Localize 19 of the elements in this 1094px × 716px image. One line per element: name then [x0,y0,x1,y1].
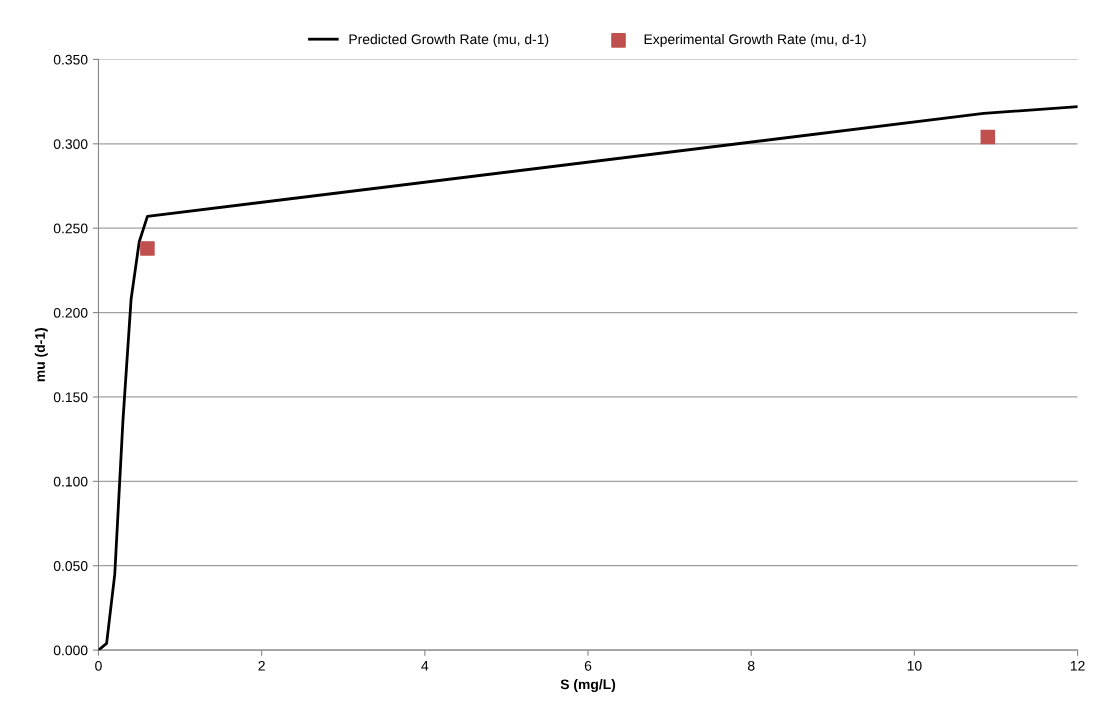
y-tick-label: 0.000 [53,645,88,656]
y-tick-label: 0.350 [53,54,88,65]
x-axis-title: S (mg/L) [560,679,616,693]
y-tick-label: 0.200 [53,307,88,318]
y-tick-label: 0.100 [53,476,88,487]
x-tick-label: 8 [747,660,755,671]
x-tick-label: 2 [258,660,265,671]
y-axis-title: mu (d-1) [34,328,48,382]
x-tick-label: 10 [907,660,922,671]
y-tick-label: 0.050 [53,561,88,571]
y-tick-label: 0.300 [53,139,88,149]
y-tick-label: 0.150 [53,392,88,403]
x-tick-label: 12 [1070,660,1085,671]
x-tick-label: 0 [95,660,102,671]
x-tick-label: 4 [421,661,429,671]
x-tick-label: 6 [584,660,592,671]
legend-label: Experimental Growth Rate (mu, d-1) [644,33,866,47]
legend-label: Predicted Growth Rate (mu, d-1) [349,33,549,47]
y-tick-label: 0.250 [53,223,88,234]
